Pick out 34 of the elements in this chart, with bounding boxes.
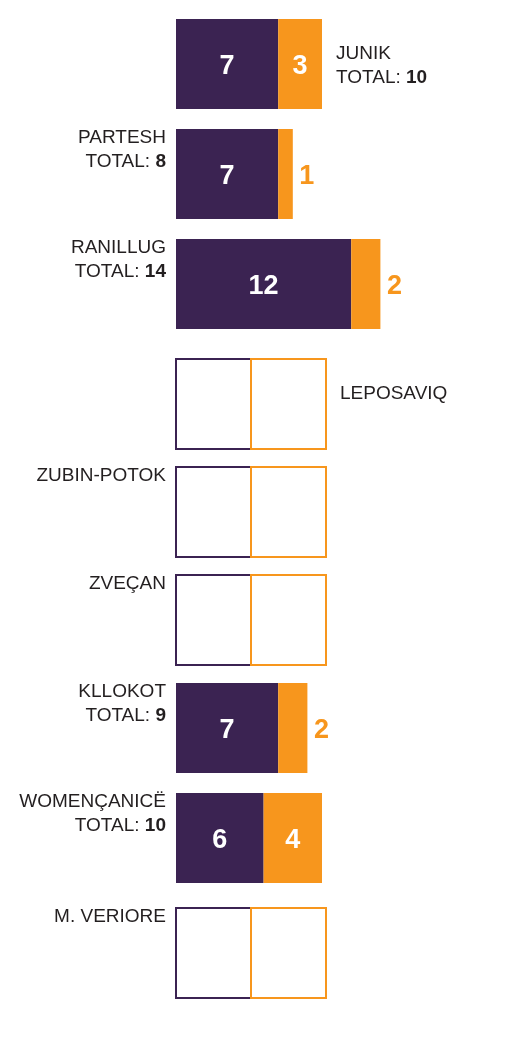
data-label: 4 bbox=[285, 824, 301, 854]
bar bbox=[263, 793, 322, 883]
bar bbox=[351, 239, 381, 329]
data-label: 7 bbox=[219, 160, 235, 190]
total-label: TOTAL: 10 bbox=[74, 814, 166, 835]
data-label: 7 bbox=[219, 714, 235, 744]
y-tick-label: ZUBIN-POTOK bbox=[36, 464, 167, 485]
y-tick-label: KLLOKOT bbox=[78, 680, 167, 701]
y-tick-label: RANILLUG bbox=[70, 236, 166, 257]
data-label: 1 bbox=[299, 160, 315, 190]
bar bbox=[176, 793, 264, 883]
total-label: TOTAL: 10 bbox=[336, 66, 428, 87]
bar bbox=[278, 19, 322, 109]
data-label: 2 bbox=[313, 714, 329, 744]
data-label: 3 bbox=[292, 50, 308, 80]
data-label: 7 bbox=[219, 50, 235, 80]
y-tick-label: LEPOSAVIQ bbox=[340, 382, 448, 403]
data-label: 2 bbox=[386, 270, 402, 300]
y-tick-label: M. VERIORE bbox=[54, 905, 166, 926]
bar bbox=[278, 129, 293, 219]
bar bbox=[176, 239, 352, 329]
total-label: TOTAL: 9 bbox=[85, 704, 166, 725]
data-label: 6 bbox=[212, 824, 228, 854]
total-label: TOTAL: 14 bbox=[74, 260, 167, 281]
y-tick-label: WOMENÇANICË bbox=[19, 790, 166, 811]
y-tick-label: PARTESH bbox=[78, 126, 166, 147]
data-label: 12 bbox=[248, 270, 279, 300]
total-label: TOTAL: 8 bbox=[85, 150, 166, 171]
bar bbox=[176, 19, 279, 109]
bar bbox=[176, 129, 279, 219]
y-tick-label: ZVEÇAN bbox=[88, 572, 166, 593]
y-tick-label: JUNIK bbox=[336, 42, 392, 63]
bar bbox=[278, 683, 308, 773]
bar bbox=[176, 683, 279, 773]
